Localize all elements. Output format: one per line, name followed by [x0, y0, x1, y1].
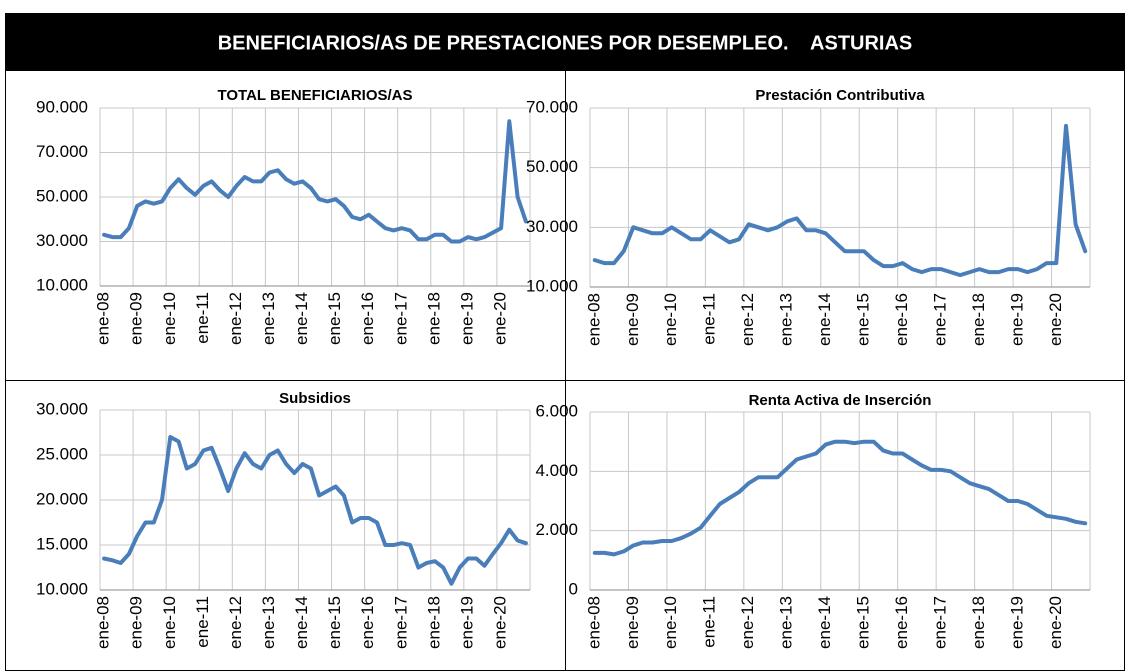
y-tick-label: 10.000: [36, 579, 88, 598]
x-tick-label: ene-12: [226, 596, 245, 649]
x-tick-label: ene-15: [325, 292, 344, 345]
x-tick-label: ene-19: [1007, 293, 1026, 346]
y-tick-label: 4.000: [535, 461, 578, 480]
x-tick-label: ene-20: [1046, 293, 1065, 346]
y-tick-label: 6.000: [535, 401, 578, 420]
x-tick-label: ene-13: [259, 292, 278, 345]
x-tick-label: ene-14: [815, 293, 834, 346]
x-tick-label: ene-20: [1046, 596, 1065, 649]
data-line: [592, 123, 1088, 278]
x-tick-label: ene-11: [700, 596, 719, 648]
y-tick-label: 70.000: [36, 142, 88, 161]
x-tick-label: ene-10: [661, 293, 680, 346]
chart-title: Subsidios: [279, 390, 351, 407]
y-tick-label: 20.000: [36, 489, 88, 508]
x-tick-label: ene-18: [969, 293, 988, 346]
y-tick-label: 10.000: [526, 276, 578, 295]
x-tick-label: ene-12: [738, 293, 757, 346]
x-tick-label: ene-12: [226, 292, 245, 345]
x-tick-label: ene-17: [391, 292, 410, 345]
x-tick-label: ene-11: [193, 596, 212, 648]
x-tick-label: ene-09: [127, 292, 146, 345]
x-tick-label: ene-08: [584, 293, 603, 346]
y-tick-label: 0: [569, 579, 578, 598]
y-tick-label: 25.000: [36, 444, 88, 463]
x-tick-label: ene-15: [854, 293, 873, 346]
y-tick-label: 90.000: [36, 97, 88, 116]
x-tick-label: ene-17: [391, 596, 410, 649]
y-tick-label: 70.000: [526, 97, 578, 116]
x-tick-label: ene-16: [358, 292, 377, 345]
chart-title: Prestación Contributiva: [755, 87, 925, 104]
x-tick-label: ene-09: [623, 293, 642, 346]
x-tick-label: ene-19: [1007, 596, 1026, 649]
data-line: [102, 435, 528, 586]
y-tick-label: 30.000: [526, 217, 578, 236]
x-tick-label: ene-19: [457, 292, 476, 345]
x-tick-label: ene-18: [424, 292, 443, 345]
x-tick-label: ene-16: [892, 596, 911, 649]
y-tick-label: 2.000: [535, 520, 578, 539]
x-tick-label: ene-14: [292, 292, 311, 345]
x-tick-label: ene-16: [358, 596, 377, 649]
x-tick-label: ene-13: [259, 596, 278, 649]
x-tick-label: ene-15: [854, 596, 873, 649]
x-tick-label: ene-10: [160, 292, 179, 345]
x-tick-label: ene-11: [193, 292, 212, 344]
x-tick-label: ene-20: [491, 596, 510, 649]
x-tick-label: ene-08: [94, 596, 113, 649]
x-tick-label: ene-14: [815, 596, 834, 649]
x-tick-label: ene-11: [700, 293, 719, 345]
chart-title: Renta Activa de Inserción: [749, 392, 932, 409]
x-tick-label: ene-10: [160, 596, 179, 649]
title-bar: [5, 13, 1125, 70]
x-tick-label: ene-09: [127, 596, 146, 649]
x-tick-label: ene-14: [292, 596, 311, 649]
x-tick-label: ene-15: [325, 596, 344, 649]
y-tick-label: 50.000: [36, 186, 88, 205]
x-tick-label: ene-08: [584, 596, 603, 649]
x-tick-label: ene-17: [930, 293, 949, 346]
x-tick-label: ene-18: [969, 596, 988, 649]
x-tick-label: ene-20: [491, 292, 510, 345]
x-tick-label: ene-12: [738, 596, 757, 649]
x-tick-label: ene-09: [623, 596, 642, 649]
y-tick-label: 50.000: [526, 157, 578, 176]
x-tick-label: ene-16: [892, 293, 911, 346]
x-tick-label: ene-10: [661, 596, 680, 649]
x-tick-label: ene-13: [777, 596, 796, 649]
x-tick-label: ene-13: [777, 293, 796, 346]
x-tick-label: ene-08: [94, 292, 113, 345]
x-tick-label: ene-18: [424, 596, 443, 649]
x-tick-label: ene-17: [930, 596, 949, 649]
y-tick-label: 10.000: [36, 275, 88, 294]
y-tick-label: 30.000: [36, 231, 88, 250]
y-tick-label: 30.000: [36, 399, 88, 418]
y-tick-label: 15.000: [36, 534, 88, 553]
x-tick-label: ene-19: [457, 596, 476, 649]
chart-title: TOTAL BENEFICIARIOS/AS: [217, 87, 412, 104]
data-line: [592, 439, 1088, 557]
page-title: BENEFICIARIOS/AS DE PRESTACIONES POR DES…: [218, 32, 913, 54]
data-line: [102, 119, 528, 244]
